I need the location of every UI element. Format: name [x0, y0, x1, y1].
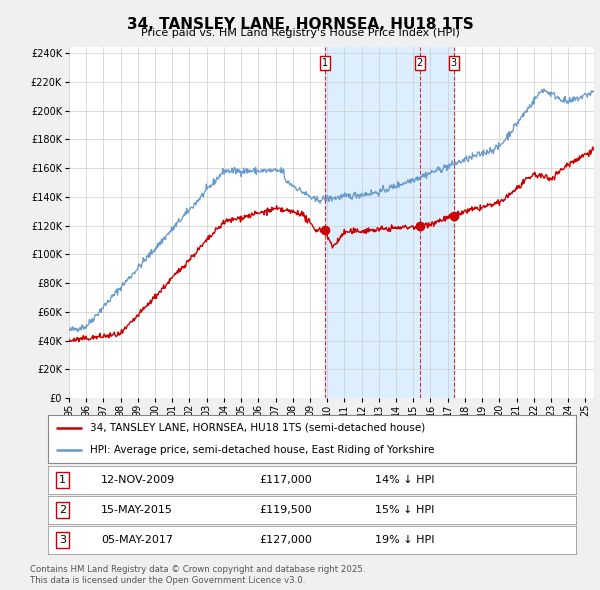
Text: This data is licensed under the Open Government Licence v3.0.: This data is licensed under the Open Gov…: [30, 576, 305, 585]
Text: 2: 2: [416, 58, 423, 68]
Text: 05-MAY-2017: 05-MAY-2017: [101, 535, 173, 545]
Text: £117,000: £117,000: [259, 475, 312, 484]
Text: 3: 3: [451, 58, 457, 68]
Text: 1: 1: [59, 475, 66, 484]
Text: 3: 3: [59, 535, 66, 545]
Text: £119,500: £119,500: [259, 505, 312, 514]
Text: Price paid vs. HM Land Registry's House Price Index (HPI): Price paid vs. HM Land Registry's House …: [140, 28, 460, 38]
Text: HPI: Average price, semi-detached house, East Riding of Yorkshire: HPI: Average price, semi-detached house,…: [90, 445, 434, 455]
Text: 19% ↓ HPI: 19% ↓ HPI: [376, 535, 435, 545]
Text: 1: 1: [322, 58, 328, 68]
Text: Contains HM Land Registry data © Crown copyright and database right 2025.: Contains HM Land Registry data © Crown c…: [30, 565, 365, 574]
Text: 34, TANSLEY LANE, HORNSEA, HU18 1TS (semi-detached house): 34, TANSLEY LANE, HORNSEA, HU18 1TS (sem…: [90, 423, 425, 433]
Bar: [325, 47, 454, 398]
Text: 15-MAY-2015: 15-MAY-2015: [101, 505, 173, 514]
Text: 34, TANSLEY LANE, HORNSEA, HU18 1TS: 34, TANSLEY LANE, HORNSEA, HU18 1TS: [127, 17, 473, 31]
Text: 2: 2: [59, 505, 67, 514]
Text: 15% ↓ HPI: 15% ↓ HPI: [376, 505, 435, 514]
Text: £127,000: £127,000: [259, 535, 312, 545]
Text: 14% ↓ HPI: 14% ↓ HPI: [376, 475, 435, 484]
Text: 12-NOV-2009: 12-NOV-2009: [101, 475, 175, 484]
